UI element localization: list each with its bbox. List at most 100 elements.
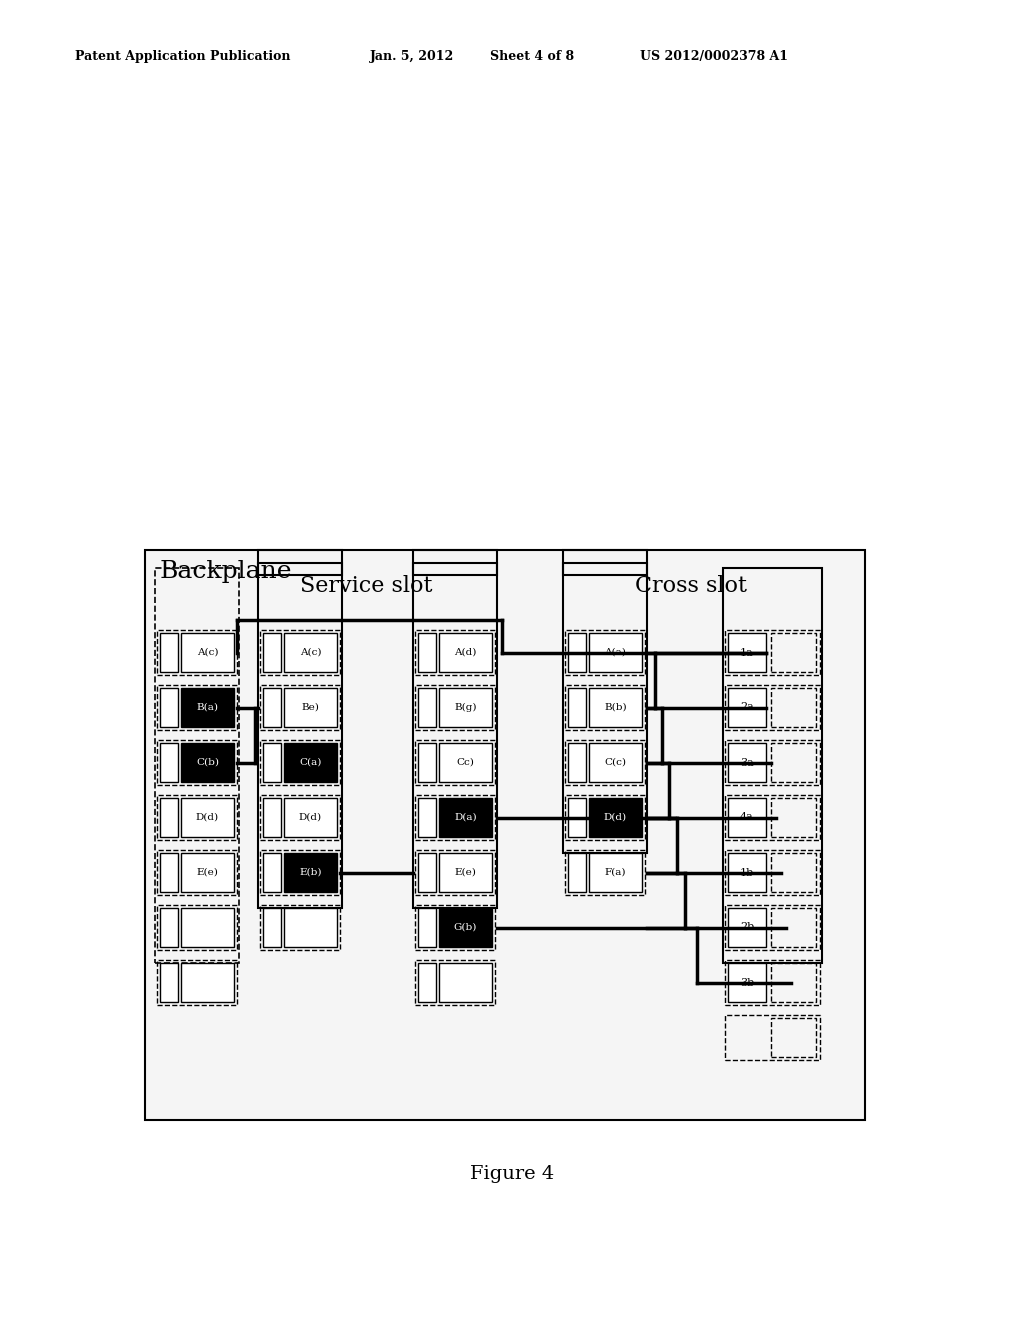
Bar xyxy=(725,960,820,1005)
Bar xyxy=(568,634,586,672)
Bar xyxy=(415,906,495,950)
Bar xyxy=(415,741,495,785)
Bar xyxy=(260,630,340,675)
Bar xyxy=(181,799,234,837)
Text: F(a): F(a) xyxy=(605,869,627,876)
Bar xyxy=(160,688,178,727)
Bar xyxy=(155,568,239,964)
Bar xyxy=(725,795,820,840)
Bar xyxy=(260,741,340,785)
Bar xyxy=(418,688,436,727)
Text: Jan. 5, 2012: Jan. 5, 2012 xyxy=(370,50,455,63)
Bar xyxy=(771,908,816,946)
Text: Cc): Cc) xyxy=(457,758,474,767)
Bar xyxy=(160,964,178,1002)
Bar xyxy=(439,964,492,1002)
Bar xyxy=(568,799,586,837)
Text: 3b: 3b xyxy=(740,978,754,987)
Bar xyxy=(725,741,820,785)
Text: C(b): C(b) xyxy=(196,758,219,767)
Bar xyxy=(563,564,647,853)
Bar xyxy=(568,853,586,892)
Bar xyxy=(589,743,642,781)
Bar xyxy=(418,908,436,946)
Bar xyxy=(413,550,497,576)
Bar xyxy=(157,630,237,675)
Bar xyxy=(415,685,495,730)
Bar xyxy=(418,853,436,892)
Bar xyxy=(439,634,492,672)
Bar xyxy=(728,743,766,781)
Text: Be): Be) xyxy=(301,704,319,711)
Text: Figure 4: Figure 4 xyxy=(470,1166,554,1183)
Bar xyxy=(284,634,337,672)
Text: US 2012/0002378 A1: US 2012/0002378 A1 xyxy=(640,50,788,63)
Bar xyxy=(439,853,492,892)
Bar xyxy=(565,630,645,675)
Text: Service slot: Service slot xyxy=(300,576,432,597)
Bar xyxy=(771,634,816,672)
Bar xyxy=(260,906,340,950)
Text: A(c): A(c) xyxy=(197,648,218,657)
Bar xyxy=(565,795,645,840)
Bar xyxy=(157,795,237,840)
Text: 2b: 2b xyxy=(740,923,754,932)
Bar xyxy=(260,795,340,840)
Bar xyxy=(565,850,645,895)
Text: D(d): D(d) xyxy=(299,813,323,822)
Text: C(a): C(a) xyxy=(299,758,322,767)
Bar xyxy=(160,634,178,672)
Bar xyxy=(771,1018,816,1057)
Bar xyxy=(439,743,492,781)
Bar xyxy=(728,634,766,672)
Bar xyxy=(589,853,642,892)
Bar xyxy=(439,908,492,946)
Bar xyxy=(284,853,337,892)
Bar xyxy=(260,850,340,895)
Bar xyxy=(439,799,492,837)
Bar xyxy=(725,630,820,675)
Bar xyxy=(157,960,237,1005)
Bar xyxy=(589,799,642,837)
Bar xyxy=(413,564,497,908)
Text: B(g): B(g) xyxy=(455,704,477,711)
Bar xyxy=(439,688,492,727)
Bar xyxy=(160,743,178,781)
Bar xyxy=(260,685,340,730)
Text: E(b): E(b) xyxy=(299,869,322,876)
Bar xyxy=(415,850,495,895)
Bar xyxy=(568,743,586,781)
Bar xyxy=(728,688,766,727)
Bar xyxy=(263,634,281,672)
Text: 1b: 1b xyxy=(740,867,754,878)
Text: A(d): A(d) xyxy=(455,648,477,657)
Bar xyxy=(284,908,337,946)
Text: A(a): A(a) xyxy=(604,648,627,657)
Bar xyxy=(771,743,816,781)
Bar xyxy=(263,799,281,837)
Bar xyxy=(181,908,234,946)
Bar xyxy=(157,685,237,730)
Bar xyxy=(728,908,766,946)
Bar xyxy=(258,564,342,908)
Text: Patent Application Publication: Patent Application Publication xyxy=(75,50,291,63)
Bar xyxy=(725,850,820,895)
Bar xyxy=(181,688,234,727)
Bar xyxy=(145,550,865,1119)
Bar xyxy=(725,906,820,950)
Bar xyxy=(589,688,642,727)
Bar xyxy=(589,634,642,672)
Bar xyxy=(284,799,337,837)
Bar xyxy=(157,906,237,950)
Text: E(e): E(e) xyxy=(197,869,218,876)
Bar xyxy=(263,743,281,781)
Bar xyxy=(771,799,816,837)
Bar xyxy=(181,743,234,781)
Bar xyxy=(725,1015,820,1060)
Text: D(d): D(d) xyxy=(196,813,219,822)
Text: D(d): D(d) xyxy=(604,813,627,822)
Bar xyxy=(181,634,234,672)
Text: E(e): E(e) xyxy=(455,869,476,876)
Text: A(c): A(c) xyxy=(300,648,322,657)
Bar xyxy=(181,964,234,1002)
